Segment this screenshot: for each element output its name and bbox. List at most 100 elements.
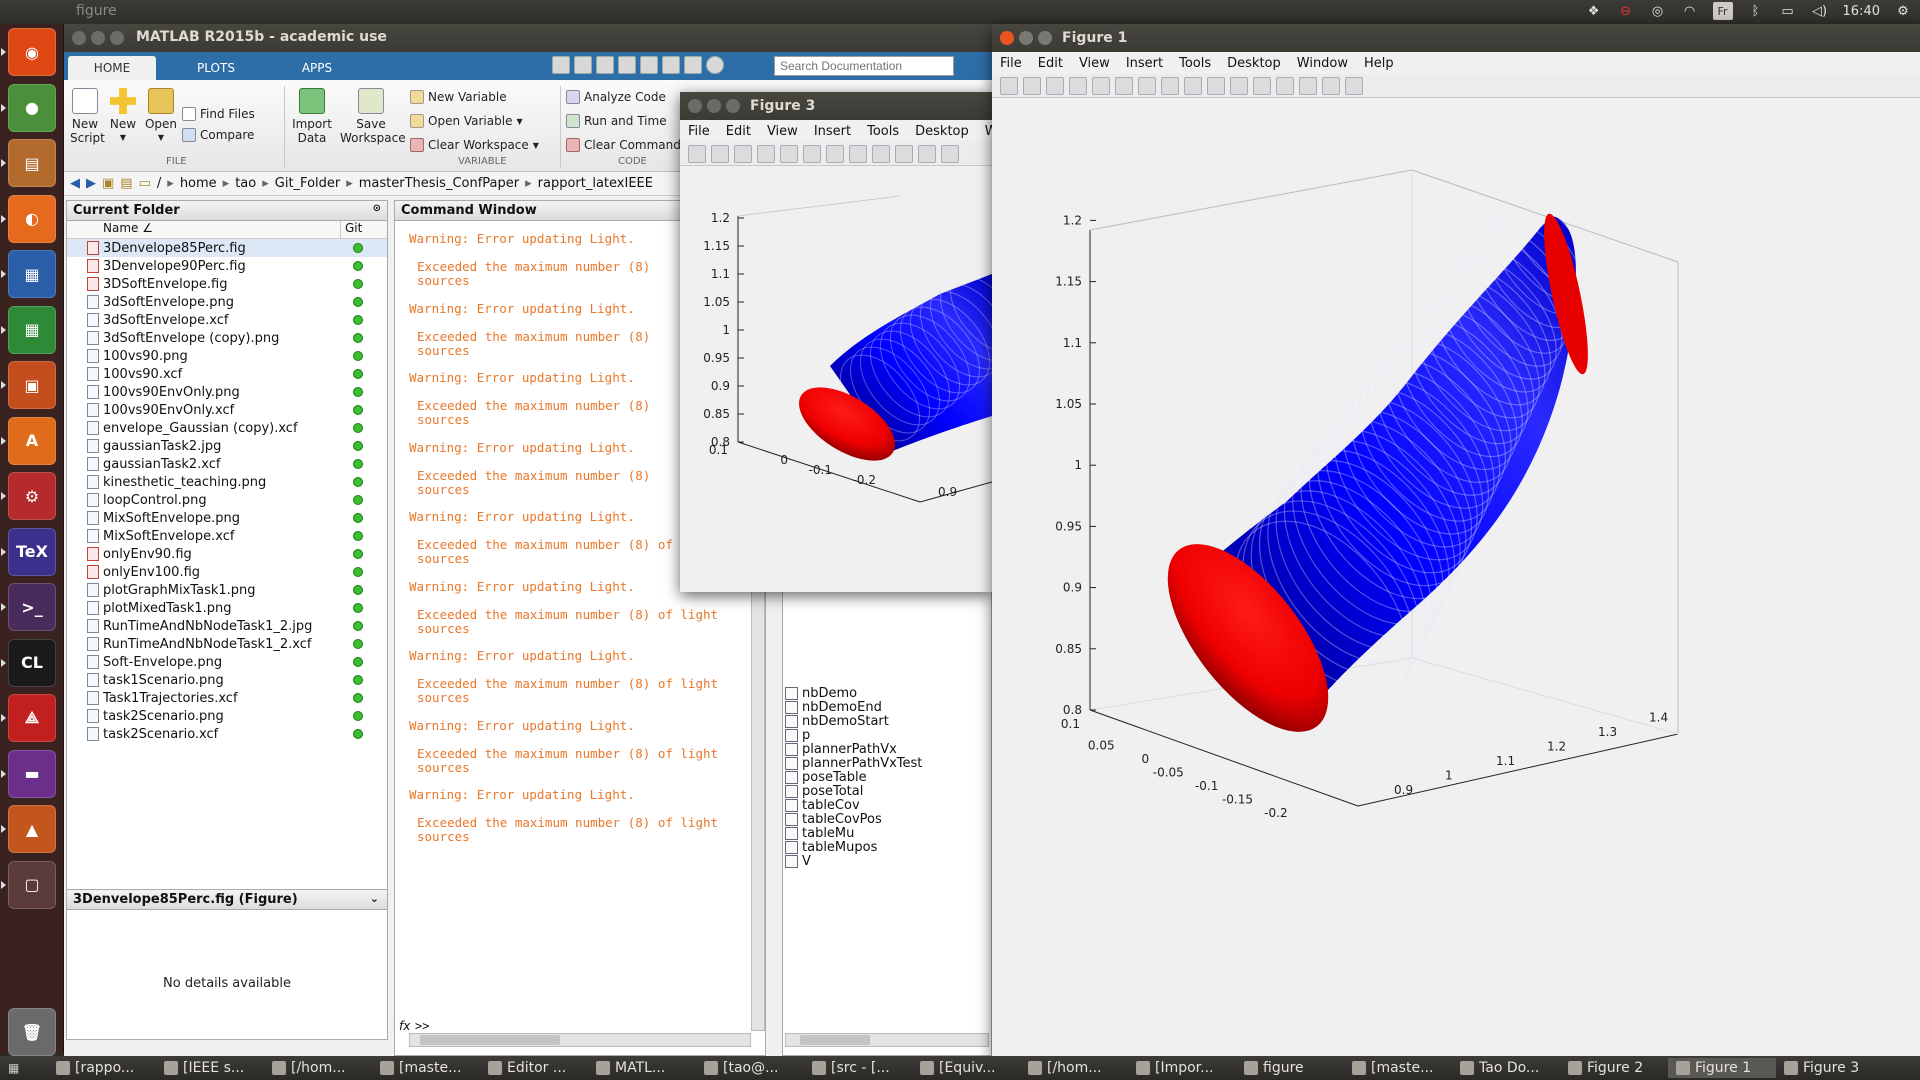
firefox-icon[interactable]: ◐ <box>8 194 56 243</box>
link-icon[interactable] <box>941 144 959 163</box>
settings-icon[interactable]: ⚙ <box>8 472 56 520</box>
new-figure-icon[interactable] <box>688 144 706 163</box>
volume-icon[interactable]: ◁) <box>1811 3 1828 19</box>
menu-item[interactable]: Desktop <box>915 123 969 139</box>
file-row[interactable]: onlyEnv90.fig <box>67 545 387 563</box>
file-row[interactable]: Task1Trajectories.xcf <box>67 689 387 707</box>
pan-icon[interactable] <box>849 144 867 163</box>
tab-plots[interactable]: PLOTS <box>197 61 235 75</box>
file-row[interactable]: 100vs90EnvOnly.xcf <box>67 401 387 419</box>
files-icon[interactable]: ▤ <box>8 139 56 187</box>
menu-item[interactable]: Tools <box>1179 55 1212 71</box>
file-row[interactable]: gaussianTask2.jpg <box>67 437 387 455</box>
file-row[interactable]: plotGraphMixTask1.png <box>67 581 387 599</box>
taskbar-item[interactable]: [rappo... <box>48 1058 156 1078</box>
taskbar-item[interactable]: [IEEE s... <box>156 1058 264 1078</box>
workspace-variable[interactable]: tableCovPos <box>785 811 882 828</box>
back-arrow-icon[interactable]: ◀ <box>70 176 80 191</box>
name-column-header[interactable]: Name ∠ <box>101 221 341 238</box>
workspace-variable[interactable]: poseTable <box>785 769 867 786</box>
minimize-icon[interactable] <box>1019 31 1033 45</box>
file-row[interactable]: 100vs90.xcf <box>67 365 387 383</box>
breadcrumb-item[interactable]: / <box>156 176 162 191</box>
taskbar-item[interactable]: [/hom... <box>1020 1058 1128 1078</box>
texmaker-icon[interactable]: TeX <box>8 527 56 576</box>
file-row[interactable]: 3Denvelope85Perc.fig <box>67 239 387 257</box>
minimize-icon[interactable] <box>91 31 105 45</box>
workspace-variable[interactable]: plannerPathVx <box>785 741 897 758</box>
menu-item[interactable]: Window <box>1296 55 1349 71</box>
workspace-variable[interactable]: nbDemo <box>785 685 857 702</box>
breadcrumb-item[interactable]: home <box>179 176 217 191</box>
pointer-icon[interactable] <box>780 144 798 163</box>
save-workspace-button[interactable]: Save Workspace <box>340 88 406 145</box>
open-variable-button[interactable]: Open Variable ▼ <box>410 114 523 128</box>
menu-item[interactable]: File <box>688 123 710 139</box>
taskbar-item[interactable]: [maste... <box>1344 1058 1452 1078</box>
file-row[interactable]: task2Scenario.xcf <box>67 725 387 743</box>
analyze-code-button[interactable]: Analyze Code <box>566 90 666 104</box>
data-cursor-icon[interactable] <box>1207 76 1225 95</box>
colorbar-icon[interactable] <box>1276 76 1294 95</box>
zoom-out-icon[interactable] <box>1138 76 1156 95</box>
tab-home[interactable]: HOME <box>68 56 156 80</box>
workspace-horizontal-scrollbar[interactable] <box>785 1033 989 1047</box>
figure3-canvas[interactable]: 0.8 0.85 0.9 0.95 1 1.05 1.1 1.15 1.2 0.1 0 -0.1 -0.… <box>680 166 1031 592</box>
figure1-canvas[interactable]: 0.8 0.85 0.9 0.95 1 1.05 1.1 1.15 1.2 0.1 0.05 0 -0.… <box>992 98 1920 1056</box>
save-icon[interactable] <box>1046 76 1064 95</box>
up-folder-icon[interactable]: ▣ <box>102 176 115 191</box>
file-row[interactable]: gaussianTask2.xcf <box>67 455 387 473</box>
menu-item[interactable]: File <box>1000 55 1022 71</box>
close-icon[interactable] <box>72 31 86 45</box>
git-column-header[interactable]: Git <box>345 221 363 235</box>
clion-icon[interactable]: CL <box>8 638 56 687</box>
new-button[interactable]: New ▼ <box>108 88 138 145</box>
run-and-time-button[interactable]: Run and Time <box>566 114 667 128</box>
taskbar-item[interactable]: figure <box>1236 1058 1344 1078</box>
workspace-variable[interactable]: V <box>785 853 811 870</box>
file-row[interactable]: 100vs90EnvOnly.png <box>67 383 387 401</box>
workspace-switcher-icon[interactable]: ▢ <box>8 860 56 909</box>
scroll-thumb[interactable] <box>800 1035 870 1045</box>
menu-item[interactable]: Insert <box>813 123 852 139</box>
menu-item[interactable]: Insert <box>1125 55 1164 71</box>
menu-item[interactable]: Edit <box>725 123 751 139</box>
taskbar-item[interactable]: [Equiv... <box>912 1058 1020 1078</box>
breadcrumb-item[interactable]: tao <box>235 176 257 191</box>
wifi-icon[interactable]: ◠ <box>1683 3 1696 19</box>
find-files-button[interactable]: Find Files <box>182 107 255 121</box>
forward-arrow-icon[interactable]: ▶ <box>86 176 96 191</box>
open-button[interactable]: Open ▼ <box>145 88 177 145</box>
scroll-thumb[interactable] <box>420 1035 560 1045</box>
file-row[interactable]: MixSoftEnvelope.xcf <box>67 527 387 545</box>
rotate-icon[interactable] <box>872 144 890 163</box>
file-row[interactable]: Soft-Envelope.png <box>67 653 387 671</box>
brush-icon[interactable] <box>1230 76 1248 95</box>
figure3-plot[interactable]: 0.8 0.85 0.9 0.95 1 1.05 1.1 1.15 1.2 0.1 0 -0.1 -0.… <box>680 166 1031 592</box>
taskbar-item[interactable]: [tao@... <box>696 1058 804 1078</box>
file-row[interactable]: kinesthetic_teaching.png <box>67 473 387 491</box>
file-row[interactable]: 3Denvelope90Perc.fig <box>67 257 387 275</box>
maximize-icon[interactable] <box>726 99 740 113</box>
gear-icon[interactable]: ⚙ <box>1897 3 1909 19</box>
file-row[interactable]: MixSoftEnvelope.png <box>67 509 387 527</box>
taskbar-item[interactable]: MATL... <box>588 1058 696 1078</box>
chrome-icon[interactable]: ● <box>8 83 56 132</box>
command-window[interactable]: Command Window Warning: Error updating L… <box>394 200 766 1056</box>
trash-icon[interactable]: 🗑 <box>8 1008 56 1056</box>
taskbar-item[interactable]: [src - [... <box>804 1058 912 1078</box>
data-cursor-icon[interactable] <box>895 144 913 163</box>
taskbar-item[interactable]: Figure 2 <box>1560 1058 1668 1078</box>
chevron-down-icon[interactable]: ⌄ <box>369 892 379 905</box>
writer-icon[interactable]: ▦ <box>8 250 56 298</box>
zoom-in-icon[interactable] <box>803 144 821 163</box>
breadcrumb-item[interactable]: rapport_latexIEEE <box>537 176 653 191</box>
calc-icon[interactable]: ▦ <box>8 305 56 354</box>
file-row[interactable]: 3dSoftEnvelope.png <box>67 293 387 311</box>
switch-windows-icon[interactable] <box>684 56 702 74</box>
file-row[interactable]: 3dSoftEnvelope.xcf <box>67 311 387 329</box>
file-row[interactable]: task1Scenario.png <box>67 671 387 689</box>
file-row[interactable]: onlyEnv100.fig <box>67 563 387 581</box>
file-row[interactable]: task2Scenario.png <box>67 707 387 725</box>
menu-item[interactable]: Help <box>1364 55 1394 71</box>
